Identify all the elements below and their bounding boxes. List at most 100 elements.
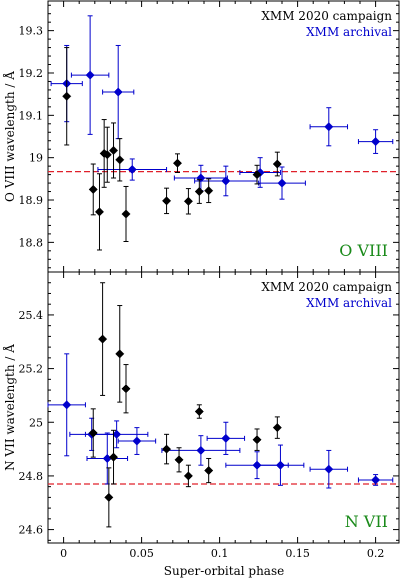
panel-o-viii: 18.8 18.9 19 19.1 19.2 19.3 O VIII wavelength …	[2, 0, 400, 273]
campaign-marker	[62, 91, 72, 101]
y-axis-label: O VIII wavelength / Å	[2, 71, 17, 202]
campaign-data-point	[272, 416, 282, 439]
campaign-marker	[194, 186, 204, 197]
plot-frame	[47, 271, 400, 544]
campaign-data-point	[98, 282, 108, 396]
archival-data-point	[117, 427, 157, 455]
y-tick-label: 25	[29, 416, 43, 429]
y-tick-label: 19.1	[19, 109, 44, 122]
campaign-data-point	[88, 408, 98, 458]
campaign-data-point	[252, 428, 262, 451]
ion-label: N VII	[345, 512, 388, 531]
archival-marker	[221, 176, 231, 186]
archival-data-point	[357, 474, 394, 486]
campaign-data-point	[252, 164, 262, 185]
archival-marker	[324, 122, 334, 132]
archival-data-point	[239, 157, 281, 188]
campaign-marker	[162, 196, 172, 206]
y-tick-label: 25.2	[19, 363, 44, 376]
panel-n-vii: 0 0.05 0.1 0.15 0.2 24.6 24.8 25 25.2 25.4 N VII w…	[2, 271, 400, 560]
campaign-data-point	[183, 464, 193, 488]
campaign-data-point	[88, 163, 98, 216]
campaign-marker	[102, 150, 112, 160]
archival-marker	[113, 87, 123, 97]
y-tick-label: 18.8	[19, 236, 44, 249]
legend-entry: XMM 2020 campaign	[261, 280, 392, 294]
campaign-data-point	[194, 404, 204, 419]
y-tick-label: 24.8	[19, 470, 44, 483]
campaign-marker	[108, 452, 119, 462]
archival-data-point	[161, 435, 241, 466]
y-tick-label: 19	[29, 152, 43, 165]
y-tick-label: 24.6	[19, 524, 44, 537]
x-tick-label: 0.2	[367, 547, 385, 560]
campaign-marker	[88, 184, 98, 194]
archival-data-point	[102, 44, 135, 140]
archival-marker	[132, 436, 142, 446]
archival-data-point	[70, 15, 110, 135]
archival-marker	[127, 164, 137, 175]
campaign-data-point	[104, 467, 114, 528]
archival-data-point	[97, 158, 168, 181]
campaign-marker	[162, 444, 172, 454]
campaign-data-point	[194, 179, 204, 204]
archival-marker	[275, 460, 285, 470]
campaign-data-point	[172, 153, 183, 173]
campaign-marker	[88, 428, 98, 438]
archival-data-point	[256, 444, 305, 486]
campaign-marker	[183, 196, 193, 206]
campaign-marker	[104, 492, 114, 502]
campaign-marker	[272, 159, 282, 169]
campaign-data-point	[102, 126, 112, 183]
campaign-data-point	[108, 429, 119, 485]
archival-data-point	[47, 353, 86, 457]
campaign-marker	[121, 384, 131, 394]
campaign-marker	[204, 466, 214, 476]
campaign-marker	[183, 471, 193, 481]
campaign-data-point	[115, 305, 125, 403]
campaign-marker	[172, 158, 183, 168]
campaign-marker	[115, 155, 125, 165]
x-axis-label: Super-orbital phase	[164, 564, 284, 578]
archival-marker	[277, 178, 287, 188]
campaign-marker	[108, 145, 119, 156]
campaign-data-point	[272, 151, 282, 177]
campaign-marker	[204, 186, 214, 196]
ion-label: O VIII	[339, 241, 388, 260]
campaign-marker	[121, 209, 131, 219]
campaign-data-point	[121, 185, 131, 243]
archival-marker	[324, 464, 334, 474]
y-tick-label: 19.2	[19, 67, 44, 80]
campaign-data-point	[115, 138, 125, 182]
campaign-data-point	[121, 364, 131, 414]
archival-marker	[62, 400, 72, 410]
archival-data-point	[258, 166, 306, 200]
campaign-data-point	[94, 173, 105, 251]
y-tick-label: 19.3	[19, 25, 44, 38]
campaign-marker	[252, 170, 262, 180]
legend-entry: XMM 2020 campaign	[261, 9, 392, 23]
archival-data-point	[206, 421, 246, 455]
campaign-marker	[194, 406, 204, 417]
y-tick-label: 25.4	[19, 309, 44, 322]
campaign-marker	[115, 349, 125, 359]
archival-data-point	[194, 165, 258, 197]
x-tick-label: 0	[60, 547, 67, 560]
legend-entry: XMM archival	[306, 25, 392, 39]
campaign-data-point	[62, 47, 72, 146]
archival-data-point	[309, 449, 349, 489]
archival-data-point	[173, 164, 228, 192]
x-tick-label: 0.05	[129, 547, 154, 560]
archival-marker	[371, 475, 381, 485]
legend-entry: XMM archival	[306, 296, 392, 310]
campaign-data-point	[162, 187, 172, 215]
archival-marker	[85, 70, 95, 80]
archival-marker	[221, 433, 231, 443]
archival-marker	[371, 137, 381, 147]
campaign-marker	[94, 207, 105, 217]
campaign-data-point	[204, 457, 214, 484]
y-tick-label: 18.9	[19, 194, 44, 207]
x-tick-label: 0.15	[285, 547, 310, 560]
campaign-data-point	[162, 433, 172, 465]
